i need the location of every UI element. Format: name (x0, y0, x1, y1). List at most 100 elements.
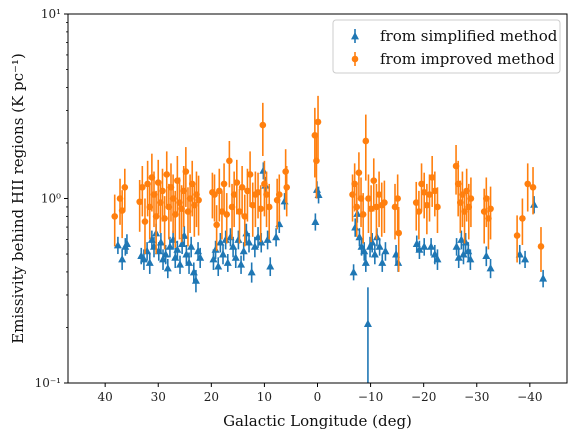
data-point (529, 184, 537, 191)
data-point (239, 246, 248, 255)
data-point (241, 213, 249, 220)
data-point (433, 254, 442, 263)
x-tick-label: −20 (411, 390, 436, 404)
data-point (353, 203, 361, 211)
data-point (161, 250, 170, 258)
data-point (282, 168, 289, 175)
data-point (245, 238, 254, 246)
data-point (351, 223, 360, 231)
data-point (163, 171, 171, 178)
data-point (185, 258, 194, 266)
data-point (223, 258, 232, 266)
data-point (530, 200, 539, 208)
legend-marker-shape (351, 55, 359, 63)
data-point (216, 238, 225, 246)
data-point (247, 267, 256, 276)
data-point (173, 245, 182, 253)
data-point (161, 215, 168, 222)
data-point (118, 254, 127, 263)
data-point (233, 179, 241, 186)
data-point (259, 121, 267, 129)
y-tick-label: 10⁻¹ (35, 376, 61, 390)
data-point (249, 201, 257, 209)
y-tick-label: 10¹ (41, 7, 61, 21)
data-point (487, 205, 494, 213)
data-point (459, 250, 468, 258)
data-point (359, 211, 367, 218)
data-point (420, 242, 429, 250)
data-point (434, 203, 441, 211)
x-tick-label: 40 (98, 390, 113, 404)
data-point (111, 213, 119, 220)
data-point (381, 199, 388, 206)
data-point (420, 189, 428, 196)
data-point (537, 243, 545, 250)
data-point (362, 137, 370, 145)
data-point (141, 218, 149, 225)
x-axis-label: Galactic Longitude (deg) (223, 412, 412, 430)
data-point (265, 203, 273, 211)
data-point (136, 198, 143, 206)
data-point (221, 235, 230, 243)
legend-marker-improved (351, 52, 359, 66)
data-point (211, 245, 220, 253)
data-point (311, 217, 320, 225)
data-point (254, 189, 262, 196)
series-improved (111, 95, 545, 272)
data-point (244, 187, 251, 195)
x-tick-label: 20 (204, 390, 219, 404)
data-point (283, 184, 291, 191)
data-point (223, 211, 231, 218)
data-point (486, 264, 495, 272)
data-point (314, 118, 322, 126)
x-axis: 40 30 20 10 0 −10 −20 −30 −40 (98, 383, 543, 404)
data-point (263, 235, 272, 243)
data-point (365, 195, 372, 202)
data-point (391, 203, 399, 211)
data-point (272, 232, 281, 241)
x-tick-label: −30 (464, 390, 489, 404)
data-point (231, 253, 240, 261)
data-point (381, 246, 390, 255)
data-point (237, 260, 246, 268)
legend-label-simplified: from simplified method (380, 27, 558, 45)
data-point (457, 235, 466, 243)
x-tick-label: 30 (151, 390, 166, 404)
data-point (361, 258, 370, 266)
data-point (191, 276, 200, 284)
data-point (427, 242, 436, 250)
data-point (466, 254, 475, 263)
data-point (394, 195, 401, 202)
x-tick-label: −40 (517, 390, 542, 404)
data-point (426, 191, 433, 198)
data-point (230, 191, 238, 198)
data-point (219, 250, 228, 258)
data-point (370, 250, 379, 258)
data-point (122, 239, 131, 247)
data-point (182, 168, 190, 175)
data-point (428, 174, 436, 181)
y-axis-label: Emissivity behind HII regions (K pc⁻¹) (9, 53, 27, 344)
data-point (415, 245, 424, 253)
data-point (415, 208, 423, 215)
data-point (375, 242, 384, 250)
data-point (467, 195, 475, 202)
data-point (519, 215, 526, 222)
x-tick-label: 10 (257, 390, 272, 404)
data-point (521, 254, 530, 263)
legend-marker-shape (351, 32, 359, 40)
data-point (165, 242, 174, 250)
data-point (159, 187, 166, 195)
data-point (187, 242, 196, 250)
data-point (454, 253, 463, 261)
data-point (257, 205, 264, 213)
data-point (418, 180, 425, 188)
data-point (209, 254, 218, 263)
legend-label-improved: from improved method (380, 50, 555, 68)
data-point (236, 208, 243, 215)
data-point (196, 253, 205, 261)
data-point (539, 274, 548, 282)
data-point (349, 267, 358, 276)
legend: from simplified method from improved met… (332, 19, 561, 74)
data-point (373, 203, 380, 211)
